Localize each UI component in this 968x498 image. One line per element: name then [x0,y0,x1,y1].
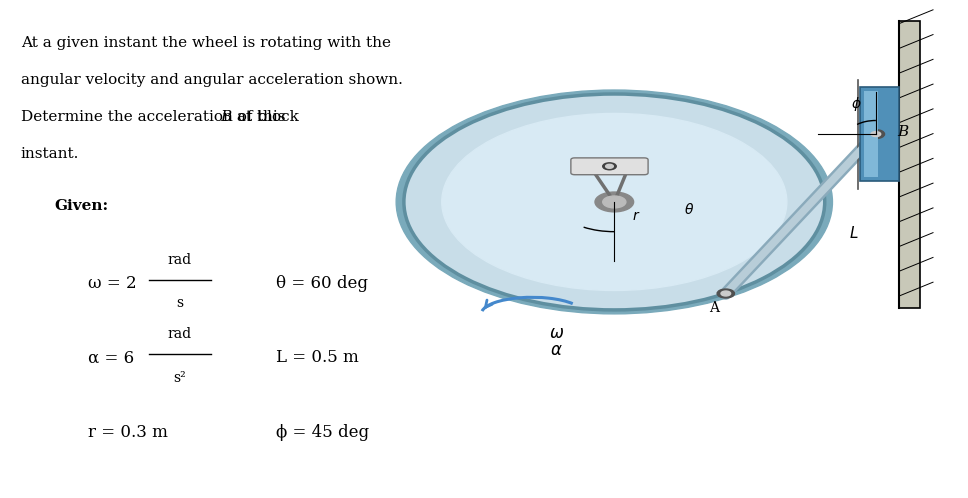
Text: $\alpha$: $\alpha$ [550,342,562,359]
FancyBboxPatch shape [864,91,878,177]
Text: At a given instant the wheel is rotating with the: At a given instant the wheel is rotating… [20,36,391,50]
Text: s²: s² [173,371,186,385]
Text: $\omega$: $\omega$ [549,325,564,342]
Text: Given:: Given: [54,200,108,214]
Text: B: B [897,124,909,138]
FancyBboxPatch shape [899,21,921,308]
Text: $\phi$: $\phi$ [851,96,862,114]
Text: B: B [221,111,231,124]
Text: $\theta$: $\theta$ [683,202,694,217]
Text: s: s [176,296,184,310]
Circle shape [603,196,626,208]
Circle shape [603,163,617,170]
Text: rad: rad [167,253,192,267]
Text: r = 0.3 m: r = 0.3 m [88,424,168,441]
Text: A: A [710,301,719,315]
Text: rad: rad [167,327,192,341]
Text: L = 0.5 m: L = 0.5 m [277,350,359,367]
Circle shape [717,289,735,298]
Text: ϕ = 45 deg: ϕ = 45 deg [277,424,370,441]
Text: Determine the acceleration of block: Determine the acceleration of block [20,111,303,124]
Text: θ = 60 deg: θ = 60 deg [277,275,369,292]
Circle shape [441,114,787,290]
Circle shape [396,90,832,314]
Text: $L$: $L$ [849,225,859,241]
Circle shape [867,129,885,138]
Text: angular velocity and angular acceleration shown.: angular velocity and angular acceleratio… [20,73,403,87]
Text: $r$: $r$ [632,209,640,223]
Circle shape [871,131,881,136]
FancyBboxPatch shape [571,158,649,175]
Text: at this: at this [231,111,286,124]
Circle shape [595,192,634,212]
Circle shape [606,164,614,168]
Circle shape [721,291,731,296]
Text: ω = 2: ω = 2 [88,275,136,292]
FancyBboxPatch shape [861,87,899,181]
Text: α = 6: α = 6 [88,350,135,367]
Text: instant.: instant. [20,147,79,161]
Circle shape [404,94,825,310]
